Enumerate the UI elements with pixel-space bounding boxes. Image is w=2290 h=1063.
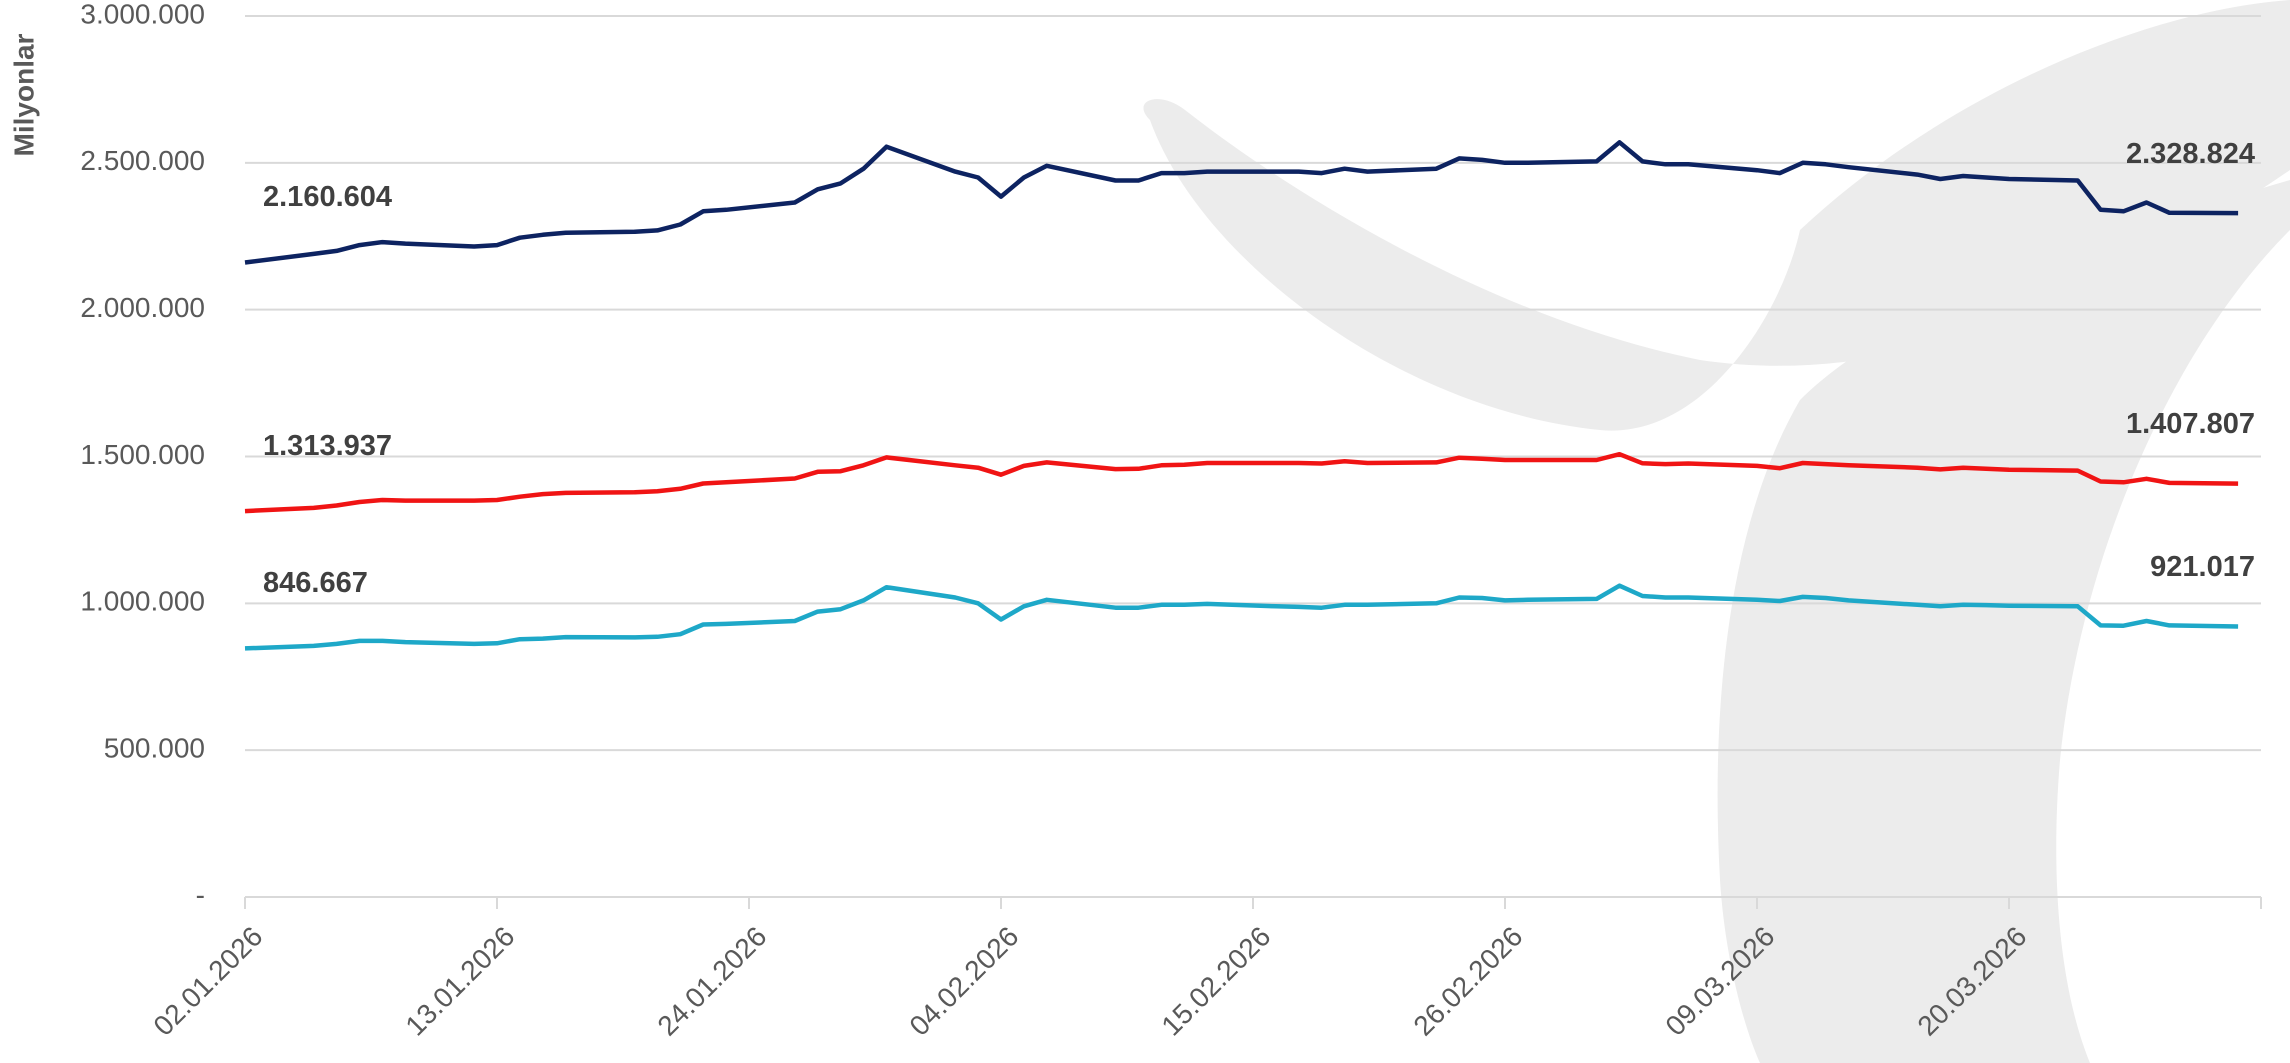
y-tick-label: 3.000.000 (80, 0, 205, 29)
x-tick-label: 04.02.2026 (903, 921, 1024, 1042)
y-tick-label: 1.000.000 (80, 586, 205, 617)
value-label: 1.313.937 (263, 430, 392, 462)
x-tick-label: 13.01.2026 (399, 921, 520, 1042)
value-label: 846.667 (263, 567, 368, 599)
value-label: 921.017 (2150, 551, 2255, 583)
value-label: 2.328.824 (2126, 138, 2255, 170)
x-tick-label: 24.01.2026 (651, 921, 772, 1042)
series-line (244, 583, 2239, 651)
y-tick-label: 1.500.000 (80, 439, 205, 470)
y-tick-label: 2.000.000 (80, 292, 205, 323)
x-tick-label: 15.02.2026 (1155, 921, 1276, 1042)
x-tick-label: 02.01.2026 (147, 921, 268, 1042)
value-label: 2.160.604 (263, 181, 392, 213)
y-tick-label: 500.000 (104, 733, 205, 764)
x-tick-label: 26.02.2026 (1407, 921, 1528, 1042)
series-line (244, 451, 2239, 514)
series-line (244, 140, 2239, 265)
y-axis-label: Milyonlar (8, 33, 39, 156)
value-label: 1.407.807 (2126, 408, 2255, 440)
y-tick-label: - (196, 879, 205, 910)
y-tick-label: 2.500.000 (80, 145, 205, 176)
watermark (1143, 0, 2290, 1063)
